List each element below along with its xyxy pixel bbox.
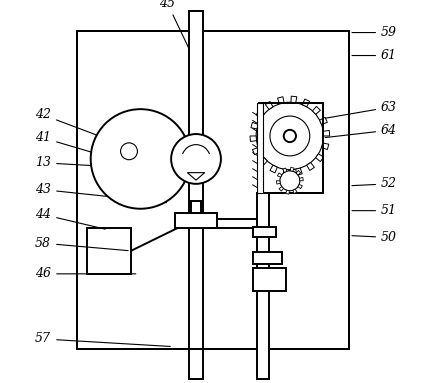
Circle shape <box>171 134 221 184</box>
Polygon shape <box>300 177 303 181</box>
Circle shape <box>280 171 300 191</box>
Text: 45: 45 <box>159 0 193 57</box>
Bar <box>175 213 217 228</box>
Bar <box>257 103 263 193</box>
Bar <box>77 31 349 349</box>
Polygon shape <box>251 122 258 129</box>
Polygon shape <box>293 189 297 193</box>
Polygon shape <box>283 169 289 176</box>
Text: 57: 57 <box>35 332 170 347</box>
Polygon shape <box>286 190 289 194</box>
Text: 61: 61 <box>352 49 397 62</box>
Polygon shape <box>291 96 297 103</box>
Polygon shape <box>250 136 257 141</box>
Polygon shape <box>296 170 301 175</box>
Text: 52: 52 <box>352 177 397 190</box>
Circle shape <box>256 102 324 170</box>
Polygon shape <box>278 97 284 104</box>
Text: 50: 50 <box>352 231 397 244</box>
Text: 41: 41 <box>35 131 105 156</box>
Bar <box>77 31 349 349</box>
Bar <box>254 268 286 291</box>
Text: 58: 58 <box>35 237 128 250</box>
Polygon shape <box>323 131 330 136</box>
Bar <box>254 252 282 264</box>
Polygon shape <box>320 117 327 124</box>
Bar <box>87 228 131 274</box>
Polygon shape <box>307 162 314 170</box>
Bar <box>259 103 323 193</box>
Bar <box>189 11 203 349</box>
Polygon shape <box>259 158 267 165</box>
Polygon shape <box>298 185 302 189</box>
Polygon shape <box>290 167 294 171</box>
Bar <box>189 349 203 379</box>
Bar <box>187 219 263 228</box>
Bar <box>257 193 269 379</box>
Text: 42: 42 <box>35 108 117 142</box>
Text: 63: 63 <box>325 101 397 118</box>
Polygon shape <box>279 187 283 191</box>
Polygon shape <box>265 101 273 110</box>
Polygon shape <box>296 168 302 175</box>
Polygon shape <box>277 173 282 177</box>
Text: 46: 46 <box>35 267 136 280</box>
Text: 44: 44 <box>35 208 105 229</box>
Text: 59: 59 <box>352 26 397 39</box>
Polygon shape <box>312 106 320 114</box>
Bar <box>191 201 201 213</box>
Text: 13: 13 <box>35 156 174 170</box>
Polygon shape <box>256 110 264 118</box>
Polygon shape <box>270 165 277 173</box>
Text: 64: 64 <box>325 124 397 137</box>
Polygon shape <box>321 143 329 150</box>
Text: 51: 51 <box>352 204 397 217</box>
Bar <box>254 227 276 237</box>
Bar <box>259 103 323 193</box>
Polygon shape <box>283 168 287 172</box>
Polygon shape <box>303 99 310 107</box>
Polygon shape <box>276 181 280 184</box>
Polygon shape <box>252 147 260 155</box>
Circle shape <box>91 109 190 209</box>
Polygon shape <box>316 154 324 162</box>
Text: 43: 43 <box>35 183 166 203</box>
